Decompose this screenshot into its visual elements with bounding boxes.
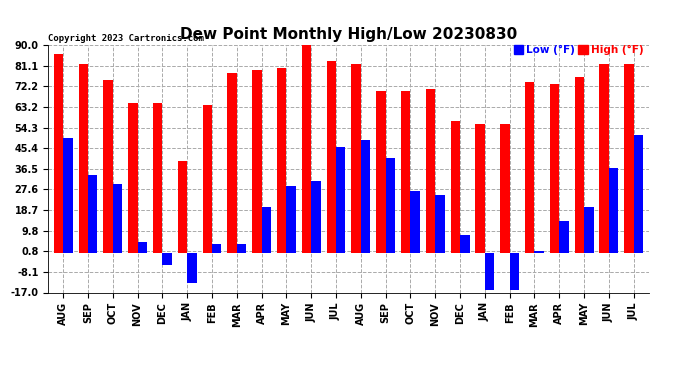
Bar bbox=[128, 103, 137, 253]
Bar bbox=[203, 105, 212, 253]
Bar bbox=[63, 138, 72, 253]
Bar bbox=[153, 103, 162, 253]
Bar bbox=[361, 140, 371, 253]
Bar bbox=[351, 63, 361, 253]
Bar bbox=[401, 91, 411, 253]
Title: Dew Point Monthly High/Low 20230830: Dew Point Monthly High/Low 20230830 bbox=[180, 27, 517, 42]
Bar bbox=[609, 168, 618, 253]
Bar bbox=[212, 244, 221, 253]
Bar bbox=[600, 63, 609, 253]
Bar bbox=[500, 124, 510, 253]
Bar bbox=[560, 221, 569, 253]
Bar bbox=[326, 61, 336, 253]
Bar bbox=[376, 91, 386, 253]
Bar bbox=[525, 82, 535, 253]
Bar bbox=[311, 182, 321, 253]
Bar bbox=[411, 191, 420, 253]
Bar bbox=[162, 253, 172, 265]
Bar bbox=[624, 63, 633, 253]
Bar bbox=[336, 147, 346, 253]
Bar bbox=[535, 251, 544, 253]
Bar bbox=[485, 253, 494, 290]
Legend: Low (°F), High (°F): Low (°F), High (°F) bbox=[514, 45, 643, 56]
Bar bbox=[386, 158, 395, 253]
Bar bbox=[104, 80, 112, 253]
Bar bbox=[54, 54, 63, 253]
Bar bbox=[237, 244, 246, 253]
Bar bbox=[510, 253, 519, 290]
Bar bbox=[460, 235, 469, 253]
Bar bbox=[178, 160, 187, 253]
Bar bbox=[137, 242, 147, 253]
Bar bbox=[435, 195, 444, 253]
Text: Copyright 2023 Cartronics.com: Copyright 2023 Cartronics.com bbox=[48, 33, 204, 42]
Bar bbox=[187, 253, 197, 283]
Bar bbox=[475, 124, 485, 253]
Bar bbox=[633, 135, 643, 253]
Bar bbox=[88, 174, 97, 253]
Bar bbox=[286, 186, 296, 253]
Bar bbox=[584, 207, 593, 253]
Bar bbox=[262, 207, 271, 253]
Bar bbox=[253, 70, 262, 253]
Bar bbox=[426, 89, 435, 253]
Bar bbox=[302, 43, 311, 253]
Bar bbox=[79, 63, 88, 253]
Bar bbox=[228, 73, 237, 253]
Bar bbox=[575, 77, 584, 253]
Bar bbox=[277, 68, 286, 253]
Bar bbox=[451, 122, 460, 253]
Bar bbox=[550, 84, 560, 253]
Bar bbox=[112, 184, 122, 253]
